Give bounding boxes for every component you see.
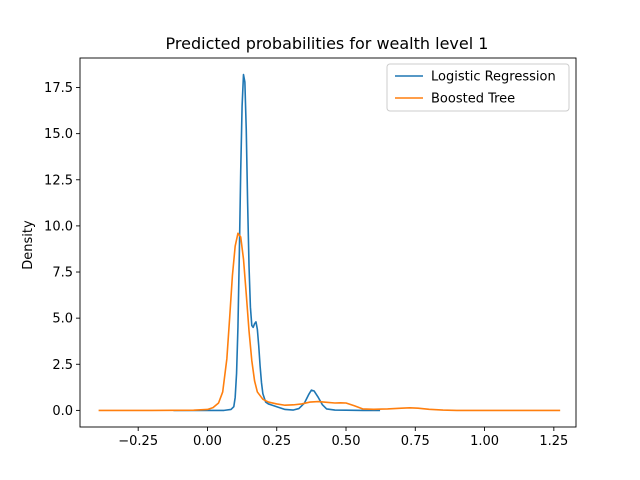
chart-title: Predicted probabilities for wealth level… xyxy=(166,34,489,53)
x-tick-label: 0.75 xyxy=(401,434,430,449)
y-tick-label: 7.5 xyxy=(52,266,73,281)
y-tick-label: 17.5 xyxy=(44,81,73,96)
y-tick-label: 5.0 xyxy=(52,312,73,327)
x-tick-label: 0.00 xyxy=(193,434,222,449)
x-tick-label: −0.25 xyxy=(118,434,158,449)
y-tick-label: 2.5 xyxy=(52,358,73,373)
x-tick-label: 0.25 xyxy=(262,434,291,449)
series-line-logistic-regression xyxy=(173,73,381,412)
plot-area: −0.25 0.00 0.25 0.50 0.75 1.00 1.25 0.0 2.5 5.0 7.… xyxy=(44,57,577,449)
x-tick-label: 0.50 xyxy=(332,434,361,449)
y-tick-label: 0.0 xyxy=(52,404,73,419)
legend: Logistic Regression Boosted Tree xyxy=(386,63,570,112)
legend-label: Logistic Regression xyxy=(431,70,556,85)
x-tick-label: 1.00 xyxy=(470,434,499,449)
legend-label: Boosted Tree xyxy=(431,92,515,107)
axes-frame xyxy=(79,57,577,428)
y-tick-label: 10.0 xyxy=(44,219,73,234)
x-tick-label: 1.25 xyxy=(539,434,568,449)
y-tick-label: 15.0 xyxy=(44,127,73,142)
series-line-boosted-tree xyxy=(98,232,561,412)
y-tick-label: 12.5 xyxy=(44,173,73,188)
y-axis-label: Density xyxy=(21,220,36,270)
legend-box xyxy=(386,63,570,112)
